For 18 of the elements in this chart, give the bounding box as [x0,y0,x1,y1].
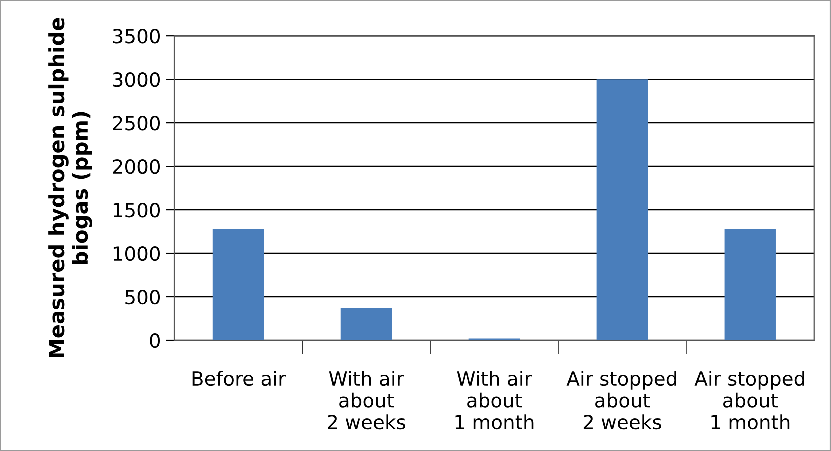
x-tick-label: Before air [192,371,286,386]
x-tick-label: Air stopped about 2 weeks [566,371,676,430]
y-tick-label: 500 [126,290,160,305]
x-tick-label: With air about 1 month [456,371,534,430]
y-tick-label: 3000 [113,72,160,88]
y-tick-label: 3500 [113,29,160,44]
x-tick-label: With air about 2 weeks [328,371,406,430]
y-axis-title: Measured hydrogen sulphide biogas (ppm) [48,18,92,358]
bar [596,80,648,341]
y-tick-label: 1000 [114,246,160,262]
y-tick-label: 2000 [113,160,160,174]
bar [212,229,264,341]
x-tick-label: Air stopped about 1 month [694,371,804,430]
bar [724,229,776,341]
y-tick-label: 0 [150,333,160,348]
y-tick-label: 2500 [113,116,160,131]
bar [340,308,392,341]
y-tick-label: 1500 [114,202,160,218]
